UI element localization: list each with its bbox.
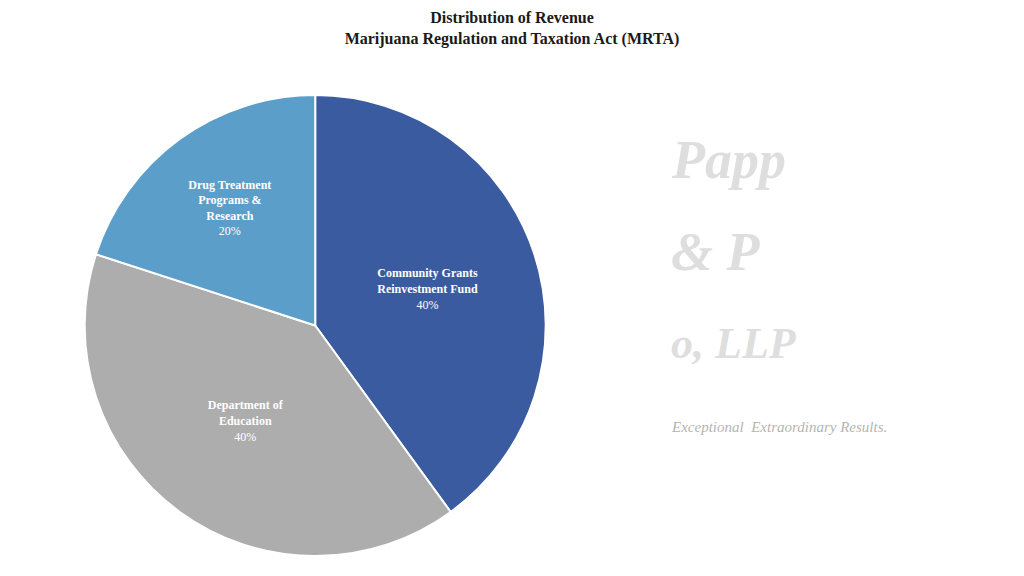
svg-text:& P: & P: [671, 222, 761, 282]
svg-text:Distribution of RevenueMarijua: Distribution of RevenueMarijuana Regulat…: [345, 9, 680, 48]
svg-text:Exceptional Extraordinary Res: Exceptional Extraordinary Results.: [671, 419, 887, 435]
svg-text:o, LLP: o, LLP: [671, 319, 797, 368]
svg-text:Papp: Papp: [671, 130, 786, 190]
svg-text:Drug TreatmentPrograms &Resear: Drug TreatmentPrograms &Research20%: [188, 178, 271, 239]
svg-text:Department ofEducation40%: Department ofEducation40%: [208, 398, 284, 443]
svg-text:Community GrantsReinvestment F: Community GrantsReinvestment Fund40%: [377, 266, 478, 311]
